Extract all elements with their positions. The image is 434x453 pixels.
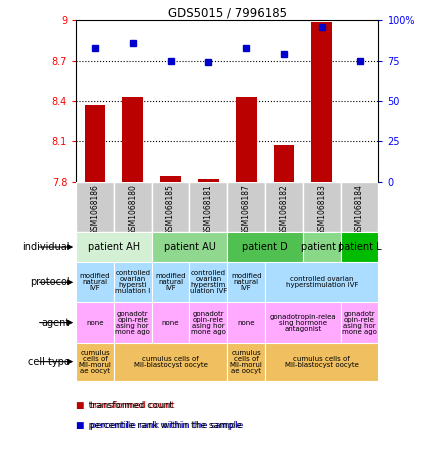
Bar	[264, 182, 302, 232]
Bar	[76, 232, 151, 262]
Bar	[264, 343, 378, 381]
Bar	[227, 262, 264, 303]
Text: modified
natural
IVF: modified natural IVF	[79, 273, 110, 291]
Bar	[151, 232, 227, 262]
Bar	[311, 22, 332, 182]
Bar	[151, 182, 189, 232]
Bar	[340, 182, 378, 232]
Bar	[227, 232, 302, 262]
Text: cumulus cells of
MII-blastocyst oocyte: cumulus cells of MII-blastocyst oocyte	[284, 356, 358, 368]
Text: patient AH: patient AH	[88, 242, 140, 252]
Bar	[160, 176, 181, 182]
Text: individual: individual	[23, 242, 70, 252]
Bar	[227, 182, 264, 232]
Text: modified
natural
IVF: modified natural IVF	[155, 273, 185, 291]
Bar	[340, 232, 378, 262]
Bar	[76, 343, 114, 381]
Bar	[122, 97, 143, 182]
Bar	[114, 303, 151, 343]
Bar	[264, 303, 340, 343]
Text: GSM1068182: GSM1068182	[279, 184, 288, 235]
Bar	[273, 145, 294, 182]
Text: gonadotr
opin-rele
asing hor
mone ago: gonadotr opin-rele asing hor mone ago	[341, 311, 376, 335]
Bar	[151, 303, 189, 343]
Text: gonadotropin-relea
sing hormone
antagonist: gonadotropin-relea sing hormone antagoni…	[269, 313, 335, 332]
Text: cumulus
cells of
MII-morul
ae oocyt: cumulus cells of MII-morul ae oocyt	[229, 350, 262, 374]
Bar	[114, 182, 151, 232]
Bar	[302, 232, 340, 262]
Text: ■  percentile rank within the sample: ■ percentile rank within the sample	[76, 421, 243, 430]
Text: patient AU: patient AU	[163, 242, 215, 252]
Text: GSM1068181: GSM1068181	[204, 184, 212, 235]
Text: none: none	[161, 320, 179, 326]
Bar	[189, 182, 227, 232]
Bar	[76, 182, 114, 232]
Bar	[76, 303, 114, 343]
Bar	[227, 343, 264, 381]
Bar	[302, 182, 340, 232]
Text: controlled
ovarian
hypersti
mulation I: controlled ovarian hypersti mulation I	[115, 270, 150, 294]
Bar	[76, 262, 114, 303]
Text: modified
natural
IVF: modified natural IVF	[230, 273, 261, 291]
Bar	[114, 262, 151, 303]
Text: percentile rank within the sample: percentile rank within the sample	[79, 421, 241, 430]
Title: GDS5015 / 7996185: GDS5015 / 7996185	[168, 6, 286, 19]
Bar	[227, 303, 264, 343]
Bar	[197, 179, 218, 182]
Text: GSM1068185: GSM1068185	[166, 184, 175, 235]
Text: none: none	[86, 320, 104, 326]
Text: none: none	[237, 320, 254, 326]
Text: gonadotr
opin-rele
asing hor
mone ago: gonadotr opin-rele asing hor mone ago	[115, 311, 150, 335]
Text: ■  transformed count: ■ transformed count	[76, 401, 174, 410]
Bar	[189, 262, 227, 303]
Text: cell type: cell type	[28, 357, 70, 366]
Bar	[151, 262, 189, 303]
Text: patient D: patient D	[242, 242, 287, 252]
Text: agent: agent	[42, 318, 70, 328]
Text: GSM1068184: GSM1068184	[354, 184, 363, 235]
Bar	[340, 303, 378, 343]
Bar	[264, 262, 378, 303]
Text: transformed count: transformed count	[79, 401, 172, 410]
Bar	[114, 343, 227, 381]
Text: GSM1068183: GSM1068183	[316, 184, 326, 235]
Bar	[85, 105, 105, 182]
Bar	[189, 303, 227, 343]
Text: controlled ovarian
hyperstimulation IVF: controlled ovarian hyperstimulation IVF	[285, 276, 357, 288]
Text: protocol: protocol	[30, 277, 70, 287]
Text: GSM1068186: GSM1068186	[90, 184, 99, 235]
Bar	[235, 97, 256, 182]
Text: patient L: patient L	[337, 242, 381, 252]
Text: GSM1068180: GSM1068180	[128, 184, 137, 235]
Text: patient J: patient J	[301, 242, 342, 252]
Text: GSM1068187: GSM1068187	[241, 184, 250, 235]
Text: cumulus
cells of
MII-morul
ae oocyt: cumulus cells of MII-morul ae oocyt	[79, 350, 111, 374]
Text: controlled
ovarian
hyperstim
ulation IVF: controlled ovarian hyperstim ulation IVF	[189, 270, 227, 294]
Text: gonadotr
opin-rele
asing hor
mone ago: gonadotr opin-rele asing hor mone ago	[191, 311, 225, 335]
Text: cumulus cells of
MII-blastocyst oocyte: cumulus cells of MII-blastocyst oocyte	[133, 356, 207, 368]
